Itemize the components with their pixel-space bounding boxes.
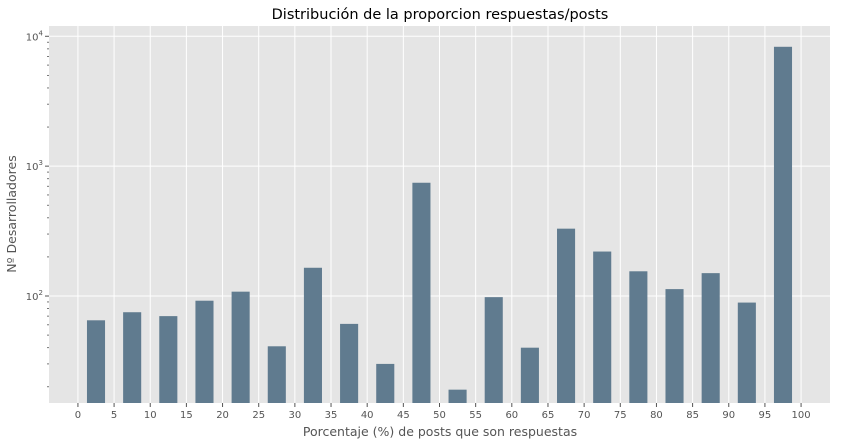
x-tick-label: 100 <box>792 410 811 421</box>
bar <box>629 271 648 403</box>
x-tick-label: 5 <box>111 410 117 421</box>
x-tick-label: 10 <box>144 410 157 421</box>
x-tick-label: 25 <box>252 410 265 421</box>
x-tick-label: 35 <box>325 410 338 421</box>
x-tick-label: 65 <box>542 410 555 421</box>
x-tick-label: 60 <box>505 410 518 421</box>
x-tick-label: 0 <box>75 410 81 421</box>
bar <box>593 251 612 403</box>
bar <box>448 389 467 403</box>
bar <box>86 320 106 403</box>
x-tick-label: 50 <box>433 410 446 421</box>
x-tick-label: 75 <box>614 410 627 421</box>
x-tick-label: 45 <box>397 410 410 421</box>
x-tick-label: 15 <box>180 410 193 421</box>
y-tick-label: 103 <box>26 159 43 173</box>
x-tick-label: 55 <box>469 410 482 421</box>
bar <box>376 363 395 403</box>
x-tick-label: 40 <box>361 410 374 421</box>
x-tick-label: 90 <box>722 410 735 421</box>
bar <box>159 316 178 403</box>
y-tick-label: 102 <box>26 289 43 303</box>
bar <box>303 267 322 403</box>
bar <box>484 297 503 403</box>
bar <box>557 228 576 403</box>
bar <box>665 289 684 403</box>
y-axis-label: Nº Desarrolladores <box>4 155 19 272</box>
bar <box>737 302 756 403</box>
x-tick-label: 20 <box>216 410 229 421</box>
bar <box>340 323 359 403</box>
bars <box>86 46 793 403</box>
x-axis-label: Porcentaje (%) de posts que son respuest… <box>303 424 577 439</box>
bar <box>267 346 286 403</box>
x-tick-label: 30 <box>289 410 302 421</box>
x-axis: 0 5 10 15 20 25 30 35 40 45 50 55 60 65 70 75 80 85 90 95 10… <box>75 403 811 421</box>
bar <box>195 300 214 403</box>
y-tick-label: 104 <box>26 29 44 43</box>
x-tick-label: 80 <box>650 410 663 421</box>
grid <box>49 26 830 403</box>
bar <box>701 273 720 403</box>
x-tick-label: 70 <box>578 410 591 421</box>
x-tick-label: 85 <box>686 410 699 421</box>
bar <box>412 182 431 403</box>
bar <box>520 347 539 403</box>
bar <box>123 312 142 403</box>
bar <box>231 291 250 403</box>
chart-title: Distribución de la proporcion respuestas… <box>272 7 609 23</box>
y-axis: 102 103 104 <box>26 29 49 388</box>
bar <box>773 46 793 403</box>
x-tick-label: 95 <box>759 410 772 421</box>
